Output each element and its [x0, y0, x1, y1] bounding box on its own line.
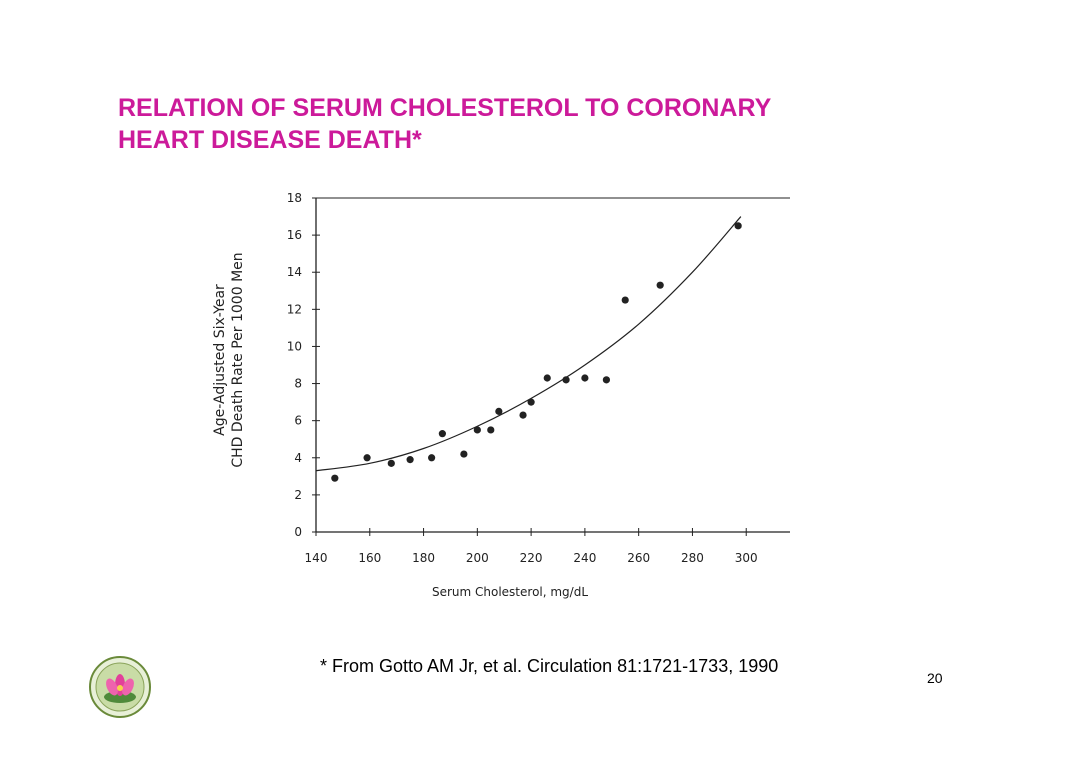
y-tick-label: 14: [287, 265, 302, 279]
lotus-emblem-icon: [89, 656, 151, 718]
data-point: [602, 376, 610, 384]
y-tick-label: 0: [294, 525, 302, 539]
data-point: [406, 456, 414, 464]
page-number: 20: [927, 670, 943, 686]
fit-curve-line: [315, 216, 742, 472]
x-axis-label: Serum Cholesterol, mg/dL: [432, 585, 588, 599]
data-point: [621, 296, 629, 304]
x-tick-label: 220: [520, 551, 543, 565]
slide-title-line-2: HEART DISEASE DEATH*: [118, 126, 422, 154]
data-point: [438, 430, 446, 438]
y-tick-label: 2: [294, 488, 302, 502]
y-tick-label: 10: [287, 339, 302, 353]
x-tick-label: 160: [358, 551, 381, 565]
x-tick-label: 260: [627, 551, 650, 565]
y-tick-label: 16: [287, 228, 302, 242]
x-axis-ticks: 140 160 180 200 220 240 260 280 300: [305, 528, 758, 565]
x-tick-label: 180: [412, 551, 435, 565]
y-tick-label: 4: [294, 451, 302, 465]
y-tick-label: 18: [287, 191, 302, 205]
y-tick-label: 6: [294, 414, 302, 428]
x-tick-label: 200: [466, 551, 489, 565]
data-point: [495, 407, 503, 415]
x-tick-label: 140: [305, 551, 328, 565]
slide-title: RELATION OF SERUM CHOLESTEROL TO CORONAR…: [118, 92, 998, 156]
slide-title-line-1: RELATION OF SERUM CHOLESTEROL TO CORONAR…: [118, 94, 772, 122]
data-point: [428, 454, 436, 462]
plot-frame: [315, 197, 790, 533]
y-axis-ticks: 0 2 4 6 8 10 12 14 16 18: [287, 191, 320, 539]
data-point: [562, 376, 570, 384]
y-axis-label-line-1: Age-Adjusted Six-Year: [212, 284, 228, 436]
x-tick-label: 240: [573, 551, 596, 565]
data-point: [527, 398, 535, 406]
y-tick-label: 8: [294, 377, 302, 391]
data-point: [363, 454, 371, 462]
scatter-chart: 0 2 4 6 8 10 12 14 16 18 140 160 180 200 220 240 260 280…: [212, 191, 790, 599]
data-point: [460, 450, 468, 458]
data-point: [656, 281, 664, 289]
citation-footnote: * From Gotto AM Jr, et al. Circulation 8…: [320, 656, 779, 676]
data-point: [331, 474, 339, 482]
data-point: [487, 426, 495, 434]
data-point: [581, 374, 589, 382]
y-tick-label: 12: [287, 302, 302, 316]
data-point: [734, 222, 742, 230]
data-points: [331, 222, 742, 482]
x-tick-label: 280: [681, 551, 704, 565]
data-point: [543, 374, 551, 382]
data-point: [387, 459, 395, 467]
data-point: [519, 411, 527, 419]
x-tick-label: 300: [735, 551, 758, 565]
data-point: [473, 426, 481, 434]
y-axis-label-line-2: CHD Death Rate Per 1000 Men: [230, 252, 246, 467]
